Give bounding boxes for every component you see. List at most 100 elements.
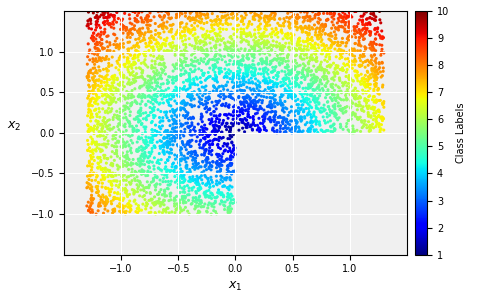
Point <box>294 40 302 45</box>
Point <box>260 78 268 83</box>
Point <box>86 78 93 83</box>
Point <box>198 115 206 119</box>
Point <box>304 15 312 20</box>
Point <box>259 34 267 38</box>
Point <box>136 85 144 90</box>
Point <box>354 48 362 53</box>
Point <box>144 65 151 70</box>
Point <box>165 74 173 79</box>
Point <box>194 82 201 87</box>
Point <box>170 198 178 203</box>
Point <box>223 167 231 172</box>
Point <box>174 203 182 208</box>
Point <box>140 169 148 174</box>
Point <box>260 119 268 124</box>
Point <box>312 115 320 120</box>
Point <box>138 70 146 75</box>
Point <box>260 74 268 79</box>
Point <box>138 9 146 14</box>
Point <box>229 48 237 53</box>
Point <box>331 71 339 76</box>
Point <box>170 134 178 139</box>
Point <box>138 70 146 75</box>
Point <box>357 31 364 36</box>
Point <box>203 155 211 160</box>
Point <box>305 97 313 102</box>
Point <box>204 134 212 139</box>
Point <box>91 28 99 32</box>
Point <box>244 114 252 119</box>
Point <box>166 133 173 138</box>
Point <box>161 130 169 134</box>
Point <box>297 107 304 112</box>
Point <box>140 60 148 64</box>
Point <box>198 146 206 150</box>
Point <box>230 49 238 53</box>
Point <box>239 56 247 61</box>
Point <box>254 62 262 67</box>
Point <box>347 13 354 18</box>
Point <box>353 89 361 94</box>
Point <box>171 170 179 175</box>
Point <box>298 57 306 62</box>
Point <box>251 49 258 54</box>
Point <box>99 12 107 17</box>
Point <box>282 41 289 46</box>
Point <box>116 165 124 170</box>
Point <box>270 15 278 20</box>
Point <box>87 153 94 158</box>
Point <box>176 200 183 205</box>
Point <box>88 112 95 117</box>
Point <box>338 20 346 24</box>
Point <box>201 136 209 141</box>
Point <box>182 63 190 68</box>
Point <box>121 95 129 100</box>
Point <box>109 20 117 25</box>
Point <box>116 106 124 111</box>
Point <box>155 34 163 39</box>
Point <box>278 50 286 55</box>
Point <box>332 66 339 70</box>
Point <box>153 175 161 180</box>
Point <box>202 88 210 93</box>
Point <box>358 76 366 81</box>
Point <box>355 117 363 122</box>
Point <box>92 118 100 123</box>
Point <box>363 103 370 108</box>
Point <box>114 117 122 122</box>
Point <box>130 60 137 64</box>
Point <box>354 21 362 26</box>
Point <box>234 59 242 64</box>
Point <box>158 192 166 197</box>
Point <box>185 29 193 34</box>
Point <box>275 61 283 65</box>
Point <box>147 18 155 23</box>
Point <box>240 16 247 20</box>
Point <box>268 9 276 14</box>
Point <box>182 200 190 205</box>
Point <box>111 73 119 78</box>
Point <box>211 131 219 136</box>
Point <box>95 78 103 83</box>
Point <box>328 84 336 89</box>
Point <box>252 101 259 106</box>
Point <box>250 45 258 50</box>
Point <box>156 146 164 151</box>
Point <box>363 58 371 63</box>
Point <box>357 48 364 53</box>
Point <box>255 38 262 43</box>
Point <box>218 69 226 74</box>
Point <box>309 9 317 14</box>
Point <box>201 78 209 83</box>
Point <box>151 212 159 216</box>
Point <box>272 26 280 31</box>
Point <box>330 22 337 27</box>
Point <box>246 48 254 53</box>
Point <box>197 101 204 106</box>
Point <box>284 95 292 100</box>
Point <box>254 41 262 46</box>
Point <box>176 210 183 215</box>
Point <box>132 170 140 175</box>
Point <box>285 93 292 98</box>
Point <box>363 83 370 88</box>
